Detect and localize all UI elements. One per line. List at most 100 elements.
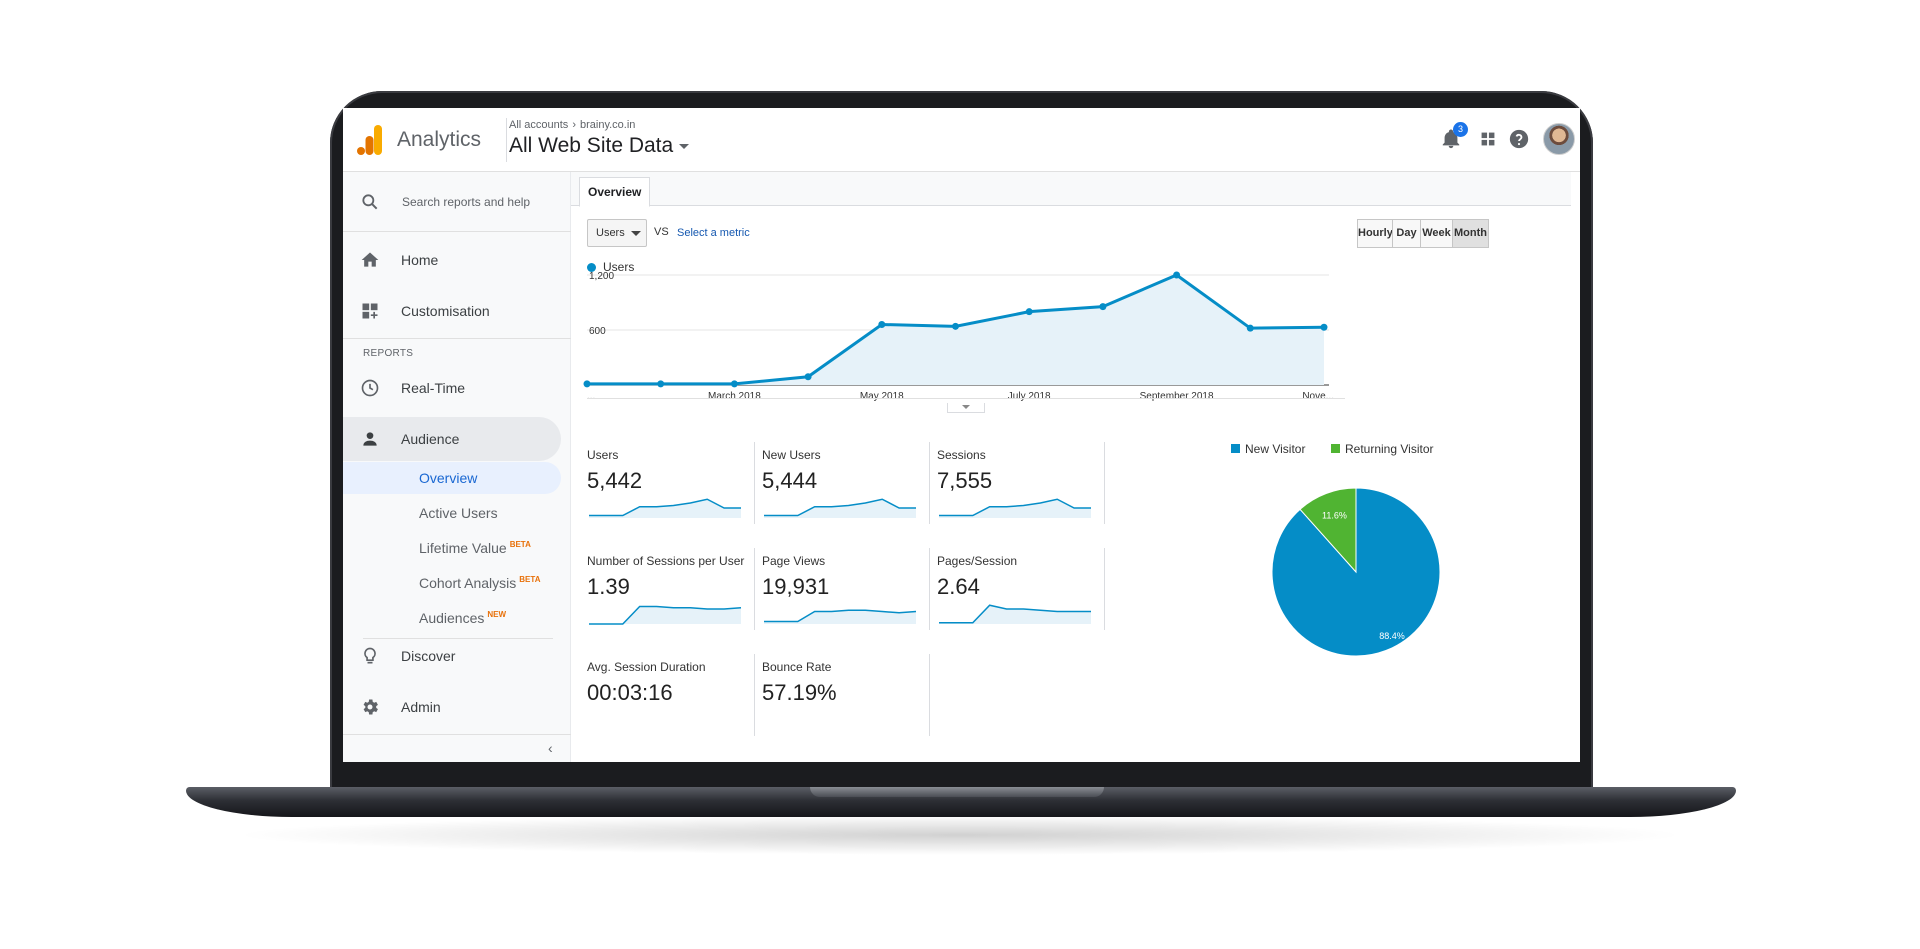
help-button[interactable]	[1508, 128, 1532, 152]
kpi-value: 00:03:16	[587, 680, 673, 705]
kpi-tile[interactable]: Avg. Session Duration 00:03:16	[587, 654, 759, 742]
screen: Analytics All accounts › brainy.co.in All …	[343, 108, 1580, 762]
expand-chart-handle[interactable]	[947, 403, 985, 413]
sidebar-item-admin[interactable]: Admin	[343, 685, 571, 729]
period-month-button[interactable]: Month	[1452, 219, 1489, 248]
data-point	[730, 380, 738, 388]
period-hourly-button[interactable]: Hourly	[1357, 219, 1393, 248]
search-input[interactable]: Search reports and help	[402, 195, 531, 209]
kpi-value: 19,931	[762, 574, 830, 599]
breadcrumb[interactable]: All accounts › brainy.co.in	[509, 119, 635, 131]
x-tick-label: July 2018	[1008, 391, 1051, 402]
data-point	[1025, 308, 1033, 316]
sidebar-item-label: Audience	[401, 431, 460, 447]
sparkline-fill	[764, 610, 916, 624]
search-reports[interactable]: Search reports and help	[343, 172, 571, 232]
breadcrumb-property[interactable]: brainy.co.in	[579, 119, 636, 131]
legend-square-icon	[1331, 444, 1340, 453]
app-header: Analytics All accounts › brainy.co.in All …	[343, 108, 1580, 172]
visitor-type-pie-chart: 88.4% 11.6%	[1271, 487, 1441, 657]
kpi-sparkline	[939, 498, 1091, 518]
sparkline-fill	[589, 499, 741, 518]
sidebar-item-customisation[interactable]: Customisation	[343, 289, 571, 333]
users-over-time-chart: 1,200 600... March 2018 May 2018 July 2018 Se…	[583, 271, 1334, 402]
sidebar-subitem-audiences[interactable]: Audiences NEW	[343, 602, 561, 634]
kpi-label: Bounce Rate	[762, 660, 832, 674]
view-selector[interactable]: All Web Site Data	[509, 134, 690, 158]
apps-button[interactable]	[1477, 128, 1501, 152]
pie-slice	[1299, 487, 1357, 574]
sidebar-subitem-lifetime-value[interactable]: Lifetime Value BETA	[343, 532, 561, 564]
kpi-label: Number of Sessions per User	[587, 554, 745, 568]
chevron-right-icon: ›	[572, 119, 576, 131]
person-icon	[363, 432, 377, 446]
kpi-label: Users	[587, 448, 619, 462]
account-avatar[interactable]	[1543, 123, 1575, 155]
legend-dot-icon	[587, 263, 596, 272]
period-day-button[interactable]: Day	[1392, 219, 1421, 248]
x-tick-label: September 2018	[1140, 391, 1214, 402]
sidebar-subitem-active-users[interactable]: Active Users	[343, 497, 561, 529]
kpi-tile[interactable]: New Users 5,444	[762, 442, 934, 530]
chart-legend: Users	[587, 260, 634, 274]
clock-icon	[361, 379, 379, 397]
analytics-logo-icon[interactable]	[357, 125, 383, 155]
sidebar-item-label: Customisation	[401, 303, 490, 319]
kpi-tile[interactable]: Users 5,442	[587, 442, 759, 530]
chart-bottom-rule	[587, 398, 1345, 399]
sidebar-subitem-cohort-analysis[interactable]: Cohort Analysis BETA	[343, 567, 561, 599]
sidebar-subitem-overview[interactable]: Overview	[343, 462, 561, 494]
kpi-tile[interactable]: Bounce Rate 57.19%	[762, 654, 934, 742]
sidebar-item-discover[interactable]: Discover	[343, 634, 571, 678]
sidebar-item-home[interactable]: Home	[343, 238, 571, 282]
sparkline-line	[589, 605, 742, 625]
select-metric-link[interactable]: Select a metric	[677, 227, 750, 239]
collapse-sidebar-icon[interactable]: ‹	[548, 740, 553, 756]
sidebar-item-realtime[interactable]: Real-Time	[343, 366, 571, 410]
y-tick-label: 1,200	[589, 271, 614, 282]
kpi-divider	[929, 548, 930, 630]
sidebar-divider	[343, 338, 571, 339]
data-point	[1173, 271, 1181, 279]
sparkline-line	[764, 609, 917, 623]
main-content: Overview Users VS Select a metric Hourly…	[571, 172, 1580, 762]
apps-grid-icon	[1481, 132, 1495, 146]
dashboard-icon	[362, 303, 378, 319]
period-week-button[interactable]: Week	[1420, 219, 1453, 248]
new-badge: NEW	[487, 610, 507, 620]
reports-section-label: REPORTS	[363, 348, 414, 359]
tab-overview[interactable]: Overview	[579, 177, 651, 207]
kpi-value: 5,442	[587, 468, 643, 493]
kpi-tile[interactable]: Sessions 7,555	[937, 442, 1109, 530]
kpi-sparkline	[589, 605, 742, 625]
sparkline-line	[939, 498, 1091, 517]
home-icon	[361, 252, 379, 267]
sparkline-fill	[764, 499, 916, 518]
notifications-button[interactable]: 3	[1440, 122, 1468, 152]
subitem-label: Active Users	[419, 505, 498, 521]
kpi-label: Page Views	[762, 554, 826, 568]
header-divider	[506, 118, 507, 162]
view-name: All Web Site Data	[509, 134, 674, 157]
kpi-divider	[929, 442, 930, 524]
kpi-tile[interactable]: Number of Sessions per User 1.39	[587, 548, 759, 636]
sidebar-item-audience[interactable]: Audience	[343, 417, 561, 461]
pie-legend-label: New Visitor	[1245, 442, 1306, 456]
pie-slice-label: 11.6%	[1322, 510, 1347, 520]
kpi-tile[interactable]: Page Views 19,931	[762, 548, 934, 636]
kpi-value: 5,444	[762, 468, 818, 493]
data-point	[1246, 324, 1254, 332]
metric-dropdown[interactable]: Users	[587, 219, 647, 247]
notification-badge: 3	[1453, 122, 1468, 137]
breadcrumb-account[interactable]: All accounts	[509, 119, 569, 131]
data-point	[657, 380, 665, 388]
sidebar-item-label: Admin	[401, 699, 441, 715]
kpi-label: Pages/Session	[937, 554, 1018, 568]
kpi-value: 57.19%	[762, 680, 837, 705]
kpi-sparkline	[764, 498, 916, 518]
subitem-label: Overview	[419, 470, 478, 486]
kpi-tile[interactable]: Pages/Session 2.64	[937, 548, 1109, 636]
data-point	[878, 321, 886, 328]
pie-slice-label: 88.4%	[1379, 631, 1405, 641]
